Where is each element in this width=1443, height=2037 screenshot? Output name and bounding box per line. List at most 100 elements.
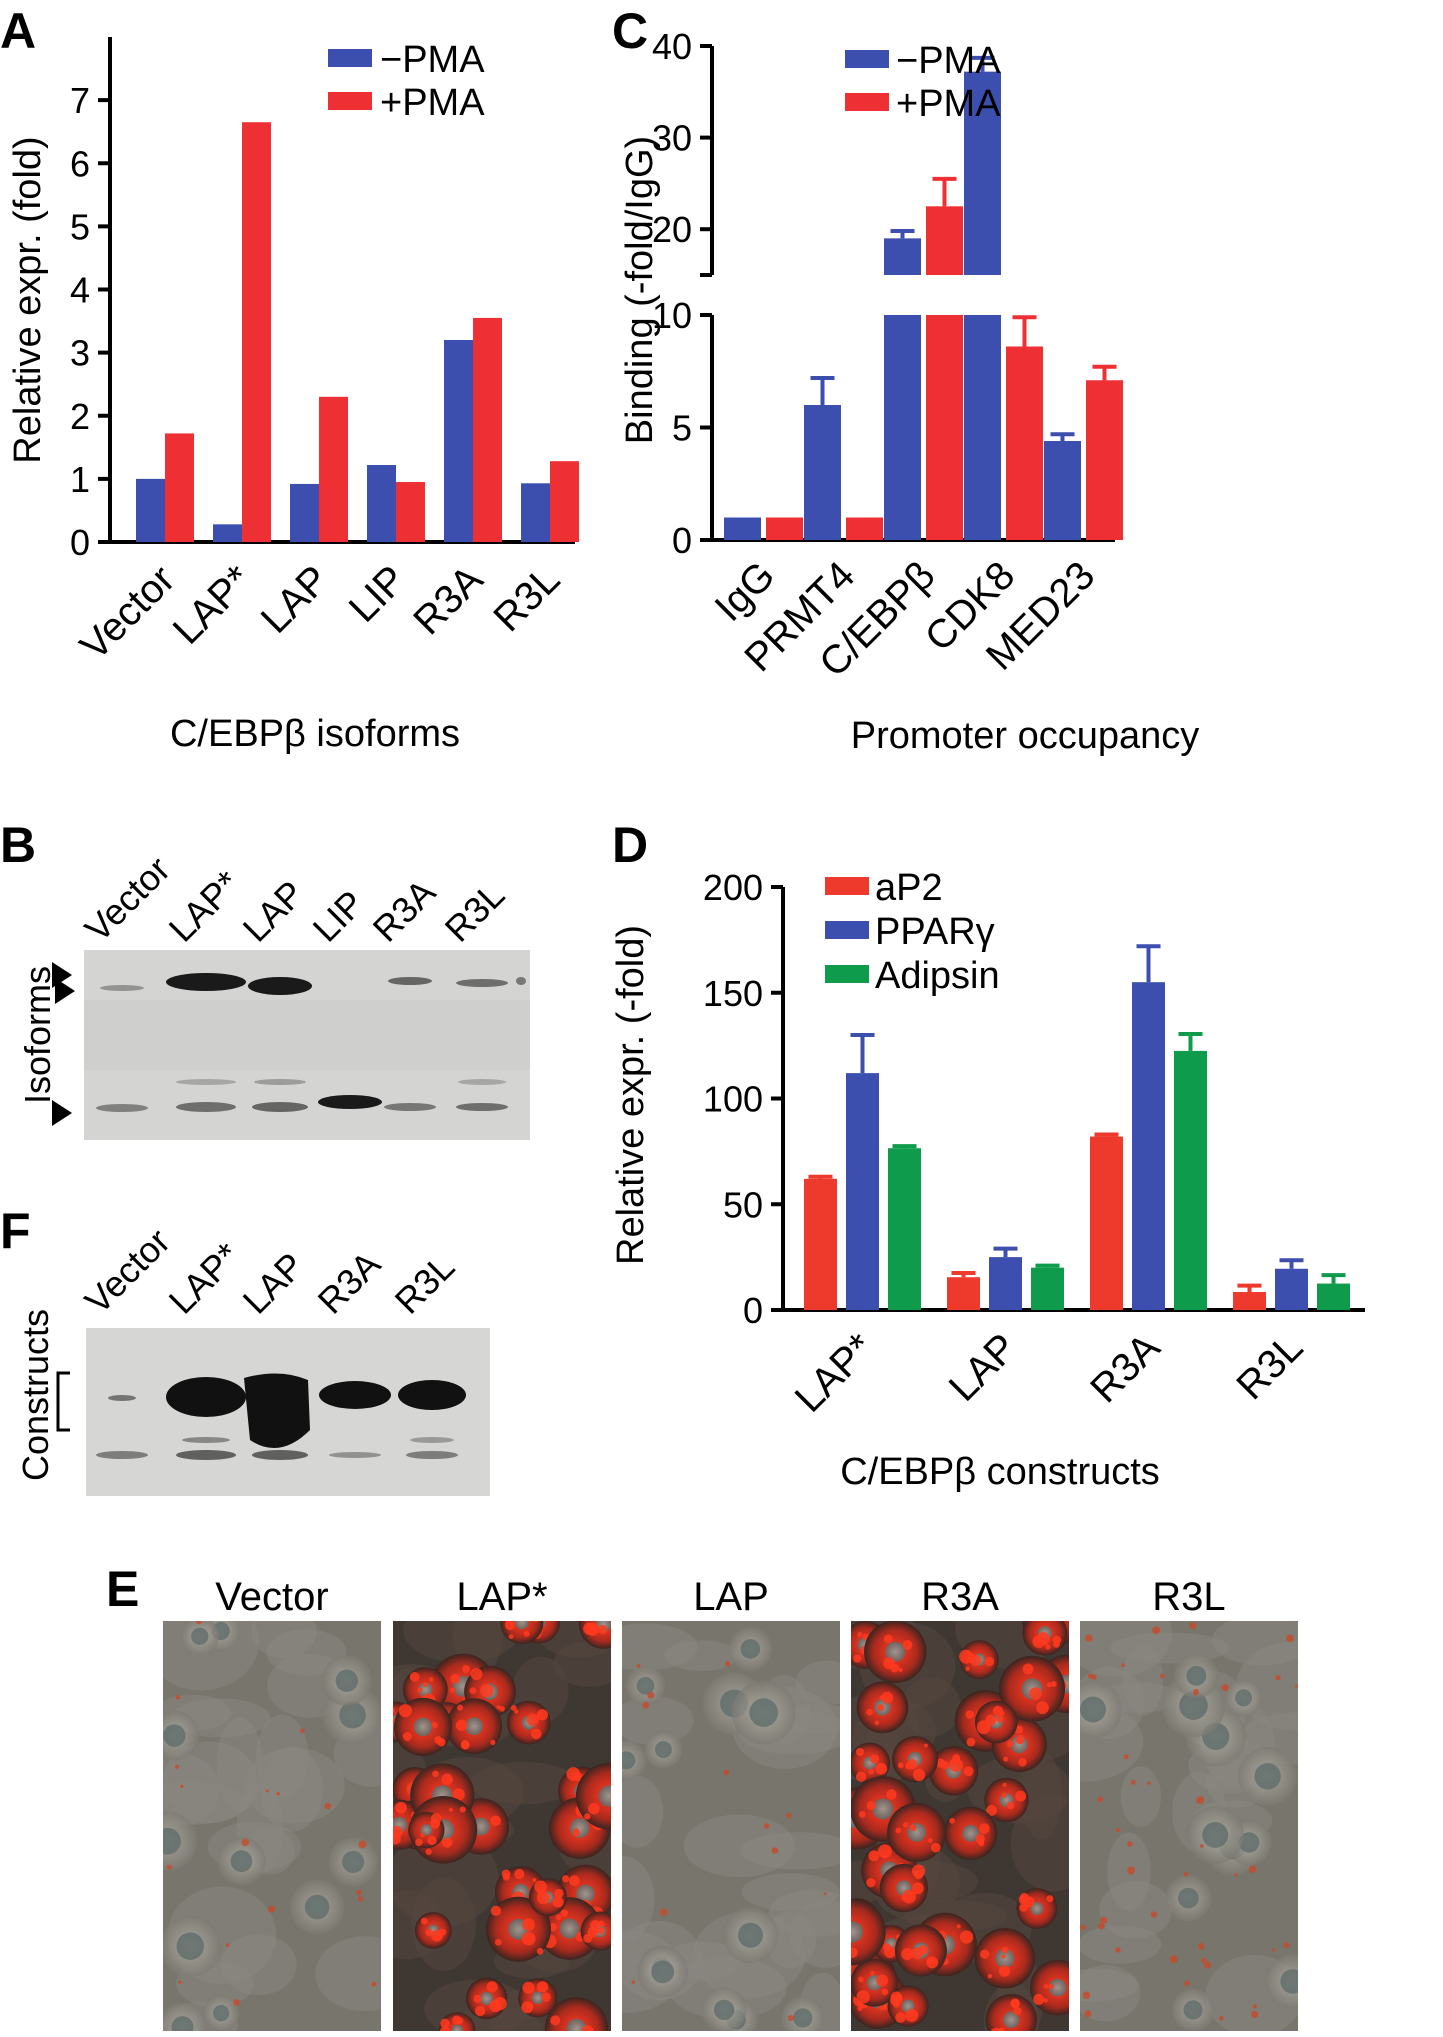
- chart-c-bar: [926, 206, 963, 275]
- chart-a-ytick-label: 6: [70, 143, 90, 184]
- chart-a-bar: [242, 122, 271, 542]
- chart-c-bar: [724, 517, 761, 540]
- legend-d-label-adipsin: Adipsin: [875, 955, 1000, 997]
- chart-c-ytick-label: 0: [672, 520, 692, 561]
- chart-d-bar: [947, 1277, 980, 1310]
- blot-b-band: [388, 977, 432, 985]
- chart-d-bar: [989, 1257, 1022, 1310]
- panel-a-letter: A: [0, 3, 36, 59]
- chart-c-ytick-label: 30: [652, 118, 692, 159]
- chart-a-category-label: LIP: [341, 557, 415, 631]
- chart-d-ylabel: Relative expr. (-fold): [610, 925, 652, 1265]
- legend-a: −PMA +PMA: [328, 39, 485, 124]
- legend-d-swatch-ap2: [825, 877, 869, 895]
- blot-f-lane-label: R3A: [310, 1243, 389, 1322]
- legend-a-swatch-plus: [328, 92, 372, 110]
- chart-a-xlabel: C/EBPβ isoforms: [170, 713, 460, 755]
- micrograph-label: R3L: [1152, 1575, 1225, 1619]
- panel-d-letter: D: [612, 817, 648, 873]
- legend-c: −PMA +PMA: [845, 40, 1001, 125]
- chart-a-bar: [367, 464, 396, 542]
- chart-a-ytick-label: 7: [70, 80, 90, 121]
- legend-d-swatch-ppar: [825, 921, 869, 939]
- micrograph-label: LAP: [693, 1575, 769, 1619]
- chart-a-bar: [136, 478, 165, 542]
- blot-b-band: [252, 1102, 308, 1112]
- chart-a-ytick-label: 3: [70, 333, 90, 374]
- blot-f-bracket: [56, 1371, 70, 1432]
- blot-b-band: [96, 1104, 148, 1112]
- chart-c-ylabel: Binding (-fold/IgG): [619, 136, 661, 444]
- lipid-cell: [544, 1997, 609, 2031]
- chart-d-bar: [1031, 1267, 1064, 1310]
- chart-d-ytick-label: 200: [703, 867, 763, 908]
- chart-d-ytick-label: 50: [723, 1184, 763, 1225]
- chart-a-category-label: Vector: [72, 557, 183, 668]
- micrograph-label: Vector: [215, 1575, 328, 1619]
- chart-d-bar: [1132, 982, 1165, 1310]
- chart-c-bar: [766, 517, 803, 540]
- chart-a-ytick-label: 5: [70, 206, 90, 247]
- chart-d-xlabel: C/EBPβ constructs: [840, 1451, 1160, 1493]
- blot-f-lane-label: LAP: [235, 1245, 312, 1322]
- blot-b-band: [318, 1095, 382, 1109]
- legend-c-swatch-minus: [845, 50, 889, 68]
- chart-a-ytick-label: 2: [70, 396, 90, 437]
- chart-a-bar: [550, 461, 579, 542]
- chart-c-bar: [1086, 380, 1123, 540]
- blot-b-marker-bottom: [52, 1100, 72, 1126]
- chart-a-bar: [396, 482, 425, 542]
- chart-d-ytick-label: 150: [703, 973, 763, 1014]
- chart-c-ytick-label: 5: [672, 408, 692, 449]
- legend-a-label-minus: −PMA: [380, 39, 485, 81]
- blot-b-band: [248, 977, 312, 995]
- chart-a-bar: [290, 483, 319, 542]
- blot-b-band: [384, 1103, 436, 1111]
- micrograph-label: R3A: [921, 1575, 999, 1619]
- micrograph: [393, 1621, 611, 2031]
- panel-c-letter: C: [612, 3, 648, 59]
- blot-f-band: [398, 1380, 466, 1410]
- chart-c-bar: [884, 315, 921, 540]
- panel-e-letter: E: [106, 1561, 139, 1617]
- chart-c-bar: [1044, 441, 1081, 540]
- chart-d-category-label: LAP: [941, 1325, 1026, 1410]
- panel-b-letter: B: [0, 817, 36, 873]
- chart-d-bar: [1090, 1136, 1123, 1310]
- chart-a-category-label: R3A: [405, 557, 491, 643]
- panel-f-letter: F: [0, 1203, 31, 1259]
- blot-f-band: [166, 1377, 246, 1417]
- blot-f-lane-label: R3L: [387, 1246, 463, 1322]
- blot-b-band: [176, 1102, 236, 1112]
- blot-b-lane-label: LAP: [235, 873, 312, 950]
- chart-a-category-label: LAP*: [165, 557, 261, 653]
- chart-a-ytick-label: 4: [70, 270, 90, 311]
- chart-d-bar: [1174, 1050, 1207, 1310]
- chart-a-bar: [444, 340, 473, 542]
- micrograph-label: LAP*: [456, 1575, 547, 1619]
- blot-b-band: [456, 1103, 508, 1111]
- chart-a-bar: [521, 483, 550, 542]
- legend-a-label-plus: +PMA: [380, 82, 485, 124]
- legend-c-label-minus: −PMA: [896, 40, 1001, 82]
- legend-a-swatch-minus: [328, 49, 372, 67]
- legend-d-swatch-adipsin: [825, 965, 869, 983]
- chart-c-ytick-label: 40: [652, 26, 692, 67]
- micrograph-labels: Vector LAP* LAP R3A R3L: [215, 1575, 1225, 1619]
- chart-c-xlabel: Promoter occupancy: [851, 715, 1200, 757]
- chart-a-ytick-label: 1: [70, 459, 90, 500]
- blot-b: [84, 950, 530, 1140]
- chart-c-bar: [964, 315, 1001, 540]
- chart-d-bar: [1317, 1283, 1350, 1310]
- legend-d-label-ap2: aP2: [875, 867, 943, 909]
- blot-b-markers: [52, 962, 75, 1126]
- legend-d: aP2 PPARγ Adipsin: [825, 867, 1000, 997]
- chart-c-bar: [964, 71, 1001, 275]
- chart-d-bar: [1275, 1268, 1308, 1310]
- chart-c-ytick-label: 10: [652, 295, 692, 336]
- chart-a-category-label: R3L: [485, 557, 568, 640]
